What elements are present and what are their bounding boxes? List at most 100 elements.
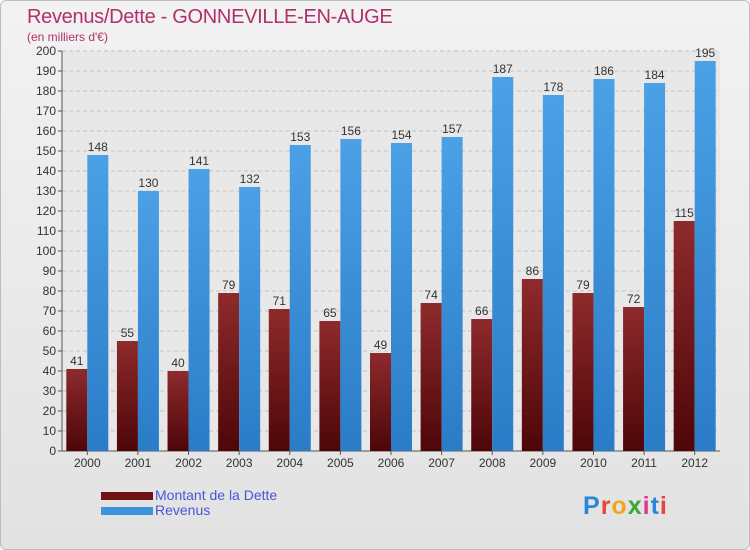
data-label-revenus: 141 (189, 154, 209, 168)
data-label-dette: 66 (475, 304, 489, 318)
data-label-dette: 40 (171, 356, 185, 370)
data-label-dette: 115 (675, 206, 694, 220)
y-tick-label: 80 (43, 284, 57, 298)
logo-letter: x (627, 492, 643, 520)
logo-letter: o (611, 492, 628, 520)
bar-dette (218, 293, 240, 451)
x-tick-label: 2002 (175, 456, 202, 470)
bar-dette (116, 341, 138, 451)
bar-revenus (239, 187, 261, 451)
data-label-revenus: 178 (543, 80, 563, 94)
bar-dette (521, 279, 543, 451)
y-tick-label: 130 (36, 184, 56, 198)
bar-dette (370, 353, 391, 451)
bar-dette (167, 371, 189, 451)
bar-revenus (441, 137, 463, 451)
bar-revenus (87, 155, 109, 451)
data-label-revenus: 154 (391, 128, 411, 142)
data-label-dette: 79 (576, 278, 590, 292)
bar-revenus (289, 145, 311, 451)
bar-dette (673, 221, 695, 451)
y-tick-label: 20 (43, 404, 57, 418)
y-tick-label: 30 (43, 384, 57, 398)
bar-dette (572, 293, 594, 451)
y-tick-label: 150 (36, 144, 56, 158)
bar-dette (420, 303, 442, 451)
legend-label-dette: Montant de la Dette (155, 487, 278, 503)
bar-dette (471, 319, 493, 451)
x-tick-label: 2004 (276, 456, 303, 470)
data-label-dette: 79 (222, 278, 236, 292)
y-tick-label: 40 (43, 364, 57, 378)
y-tick-label: 10 (43, 424, 57, 438)
y-tick-label: 110 (37, 224, 56, 238)
data-label-dette: 74 (424, 288, 438, 302)
data-label-revenus: 130 (138, 176, 158, 190)
bar-revenus (492, 77, 514, 451)
legend-item-dette: Montant de la Dette (101, 488, 277, 503)
data-label-dette: 71 (273, 294, 287, 308)
legend-swatch-revenus (101, 506, 153, 515)
y-tick-label: 120 (36, 204, 56, 218)
data-label-revenus: 148 (88, 140, 108, 154)
data-label-dette: 72 (627, 292, 641, 306)
y-tick-label: 200 (36, 44, 56, 58)
bar-dette (623, 307, 645, 451)
bar-revenus (137, 191, 159, 451)
data-label-dette: 86 (526, 264, 540, 278)
bar-dette (268, 309, 290, 451)
data-label-dette: 65 (323, 306, 337, 320)
bar-revenus (188, 169, 210, 451)
x-tick-label: 2012 (681, 456, 708, 470)
legend-swatch-dette (101, 491, 153, 500)
x-tick-label: 2008 (479, 456, 506, 470)
data-label-revenus: 132 (240, 172, 260, 186)
x-tick-label: 2009 (529, 456, 556, 470)
y-tick-label: 90 (43, 264, 57, 278)
bar-revenus (694, 61, 716, 451)
bar-revenus (593, 79, 615, 451)
y-tick-label: 60 (43, 324, 57, 338)
data-label-revenus: 186 (594, 64, 614, 78)
legend: Montant de la Dette Revenus (101, 488, 277, 518)
bar-revenus (391, 143, 412, 451)
y-tick-label: 170 (36, 104, 56, 118)
y-tick-label: 190 (36, 64, 56, 78)
logo-letter: t (650, 492, 660, 520)
proxiti-logo: Proxiti (583, 492, 668, 521)
y-tick-label: 70 (43, 304, 57, 318)
x-tick-label: 2007 (428, 456, 455, 470)
x-tick-label: 2011 (631, 456, 657, 470)
y-tick-label: 160 (36, 124, 56, 138)
logo-letter: i (642, 492, 651, 520)
logo-letter: i (659, 492, 668, 520)
y-tick-label: 100 (36, 244, 56, 258)
y-tick-label: 140 (36, 164, 56, 178)
data-label-dette: 49 (374, 338, 388, 352)
logo-letter: P (583, 492, 601, 520)
data-label-dette: 41 (70, 354, 84, 368)
bar-revenus (340, 139, 362, 451)
x-tick-label: 2003 (226, 456, 253, 470)
data-label-revenus: 156 (341, 124, 361, 138)
data-label-revenus: 157 (442, 122, 462, 136)
bar-dette (66, 369, 88, 451)
y-tick-label: 50 (43, 344, 57, 358)
data-label-revenus: 195 (695, 46, 715, 60)
data-label-dette: 55 (121, 326, 135, 340)
x-tick-label: 2005 (327, 456, 354, 470)
y-tick-label: 180 (36, 84, 56, 98)
bar-dette (319, 321, 341, 451)
data-label-revenus: 184 (645, 68, 665, 82)
x-tick-label: 2001 (125, 456, 152, 470)
bar-revenus (644, 83, 666, 451)
chart-subtitle: (en milliers d'€) (27, 30, 108, 44)
legend-item-revenus: Revenus (101, 503, 277, 518)
x-tick-label: 2006 (378, 456, 405, 470)
bar-revenus (542, 95, 564, 451)
x-tick-label: 2010 (580, 456, 607, 470)
logo-letter: r (600, 492, 612, 520)
y-tick-label: 0 (49, 444, 56, 458)
